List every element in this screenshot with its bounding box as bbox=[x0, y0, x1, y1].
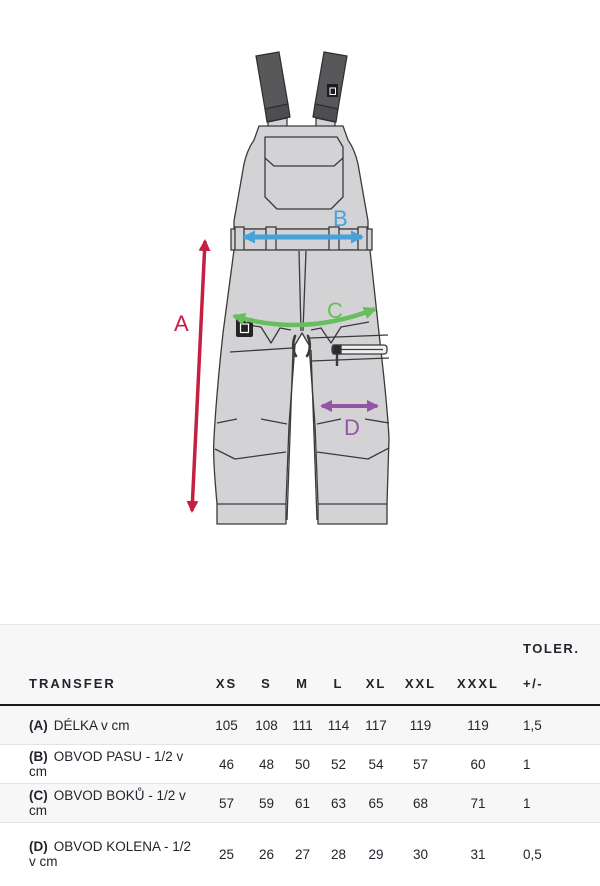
column-header-xl: XL bbox=[365, 676, 387, 691]
measure-arrow-a: A bbox=[174, 239, 211, 513]
measure-arrow-c: C bbox=[232, 298, 377, 328]
row-key: (D) bbox=[29, 839, 48, 854]
value-cell: 111 bbox=[292, 717, 313, 733]
value-cell: 61 bbox=[294, 795, 311, 811]
value-cell: 31 bbox=[470, 846, 486, 862]
column-header-l: L bbox=[333, 676, 344, 691]
row-label: (C) OBVOD BOKŮ - 1/2 v cm bbox=[29, 788, 186, 818]
value-cell: 26 bbox=[258, 846, 275, 862]
value-cell: 117 bbox=[365, 717, 387, 733]
thigh-zip-pocket bbox=[331, 344, 388, 366]
value-cell: 29 bbox=[368, 846, 384, 862]
size-diagram: A B C D bbox=[174, 51, 390, 525]
column-header-product: TRANSFER bbox=[29, 676, 116, 691]
column-header-s: S bbox=[261, 676, 272, 691]
crotch-zip-pulls bbox=[291, 334, 312, 358]
value-cell: 71 bbox=[470, 795, 486, 811]
value-cell: 68 bbox=[412, 795, 429, 811]
row-label: (A) DÉLKA v cm bbox=[29, 717, 130, 733]
row-label: (B) OBVOD PASU - 1/2 v cm bbox=[29, 749, 184, 779]
tolerance-header-line2: +/- bbox=[523, 676, 544, 691]
label-a: A bbox=[174, 311, 189, 336]
shoulder-straps bbox=[255, 51, 348, 129]
value-cell: 27 bbox=[294, 846, 311, 862]
value-cell: 48 bbox=[258, 756, 275, 772]
tolerance-cell: 1,5 bbox=[523, 717, 542, 733]
tolerance-cell: 0,5 bbox=[523, 846, 542, 862]
value-cell: 60 bbox=[470, 756, 486, 772]
value-cell: 63 bbox=[330, 795, 347, 811]
value-cell: 105 bbox=[215, 717, 238, 733]
value-cell: 46 bbox=[218, 756, 235, 772]
value-cell: 119 bbox=[409, 717, 432, 733]
column-header-xs: XS bbox=[215, 676, 238, 691]
value-cell: 108 bbox=[255, 717, 278, 733]
column-header-xxxl: XXXL bbox=[457, 676, 499, 691]
column-header-xxl: XXL bbox=[404, 676, 437, 691]
chest-pocket bbox=[264, 136, 344, 210]
label-b: B bbox=[333, 206, 348, 231]
table-row-length: (A) DÉLKA v cm 105 108 111 114 117 119 11… bbox=[0, 706, 600, 745]
row-label: (D) OBVOD KOLENA - 1/2 v cm bbox=[29, 839, 192, 869]
row-key: (C) bbox=[29, 788, 48, 803]
value-cell: 28 bbox=[330, 846, 347, 862]
column-header-m: M bbox=[296, 676, 309, 691]
table-header-row: TRANSFER XS S M L XL XXL XXXL TOLER. +/- bbox=[0, 624, 600, 706]
size-table: TRANSFER XS S M L XL XXL XXXL TOLER. +/-… bbox=[0, 624, 600, 885]
strap-logo-patch bbox=[327, 84, 338, 97]
belt-loop bbox=[234, 226, 245, 253]
value-cell: 119 bbox=[467, 717, 489, 733]
value-cell: 65 bbox=[368, 795, 384, 811]
bib-pants-svg: A B C D bbox=[174, 51, 390, 525]
table-row-hips: (C) OBVOD BOKŮ - 1/2 v cm 57 59 61 63 65 … bbox=[0, 784, 600, 823]
value-cell: 52 bbox=[330, 756, 347, 772]
tolerance-cell: 1 bbox=[523, 795, 531, 811]
row-key: (B) bbox=[29, 749, 48, 764]
value-cell: 59 bbox=[258, 795, 275, 811]
bib-chest-panel bbox=[233, 125, 369, 230]
label-d: D bbox=[344, 415, 360, 440]
measure-arrow-d: D bbox=[320, 400, 379, 440]
value-cell: 25 bbox=[218, 846, 235, 862]
row-key: (A) bbox=[29, 717, 48, 733]
column-header-tolerance: TOLER. +/- bbox=[510, 641, 600, 691]
value-cell: 114 bbox=[327, 717, 350, 733]
table-row-waist: (B) OBVOD PASU - 1/2 v cm 46 48 50 52 54 … bbox=[0, 745, 600, 784]
value-cell: 50 bbox=[294, 756, 311, 772]
value-cell: 57 bbox=[218, 795, 235, 811]
pants-legs bbox=[212, 249, 390, 525]
table-row-knee: (D) OBVOD KOLENA - 1/2 v cm 25 26 27 28 2… bbox=[0, 823, 600, 885]
label-c: C bbox=[327, 298, 343, 323]
tolerance-cell: 1 bbox=[523, 756, 531, 772]
value-cell: 57 bbox=[412, 756, 429, 772]
value-cell: 30 bbox=[412, 846, 429, 862]
measure-arrow-b: B bbox=[242, 206, 364, 244]
value-cell: 54 bbox=[368, 756, 384, 772]
tolerance-header-line1: TOLER. bbox=[523, 641, 580, 656]
